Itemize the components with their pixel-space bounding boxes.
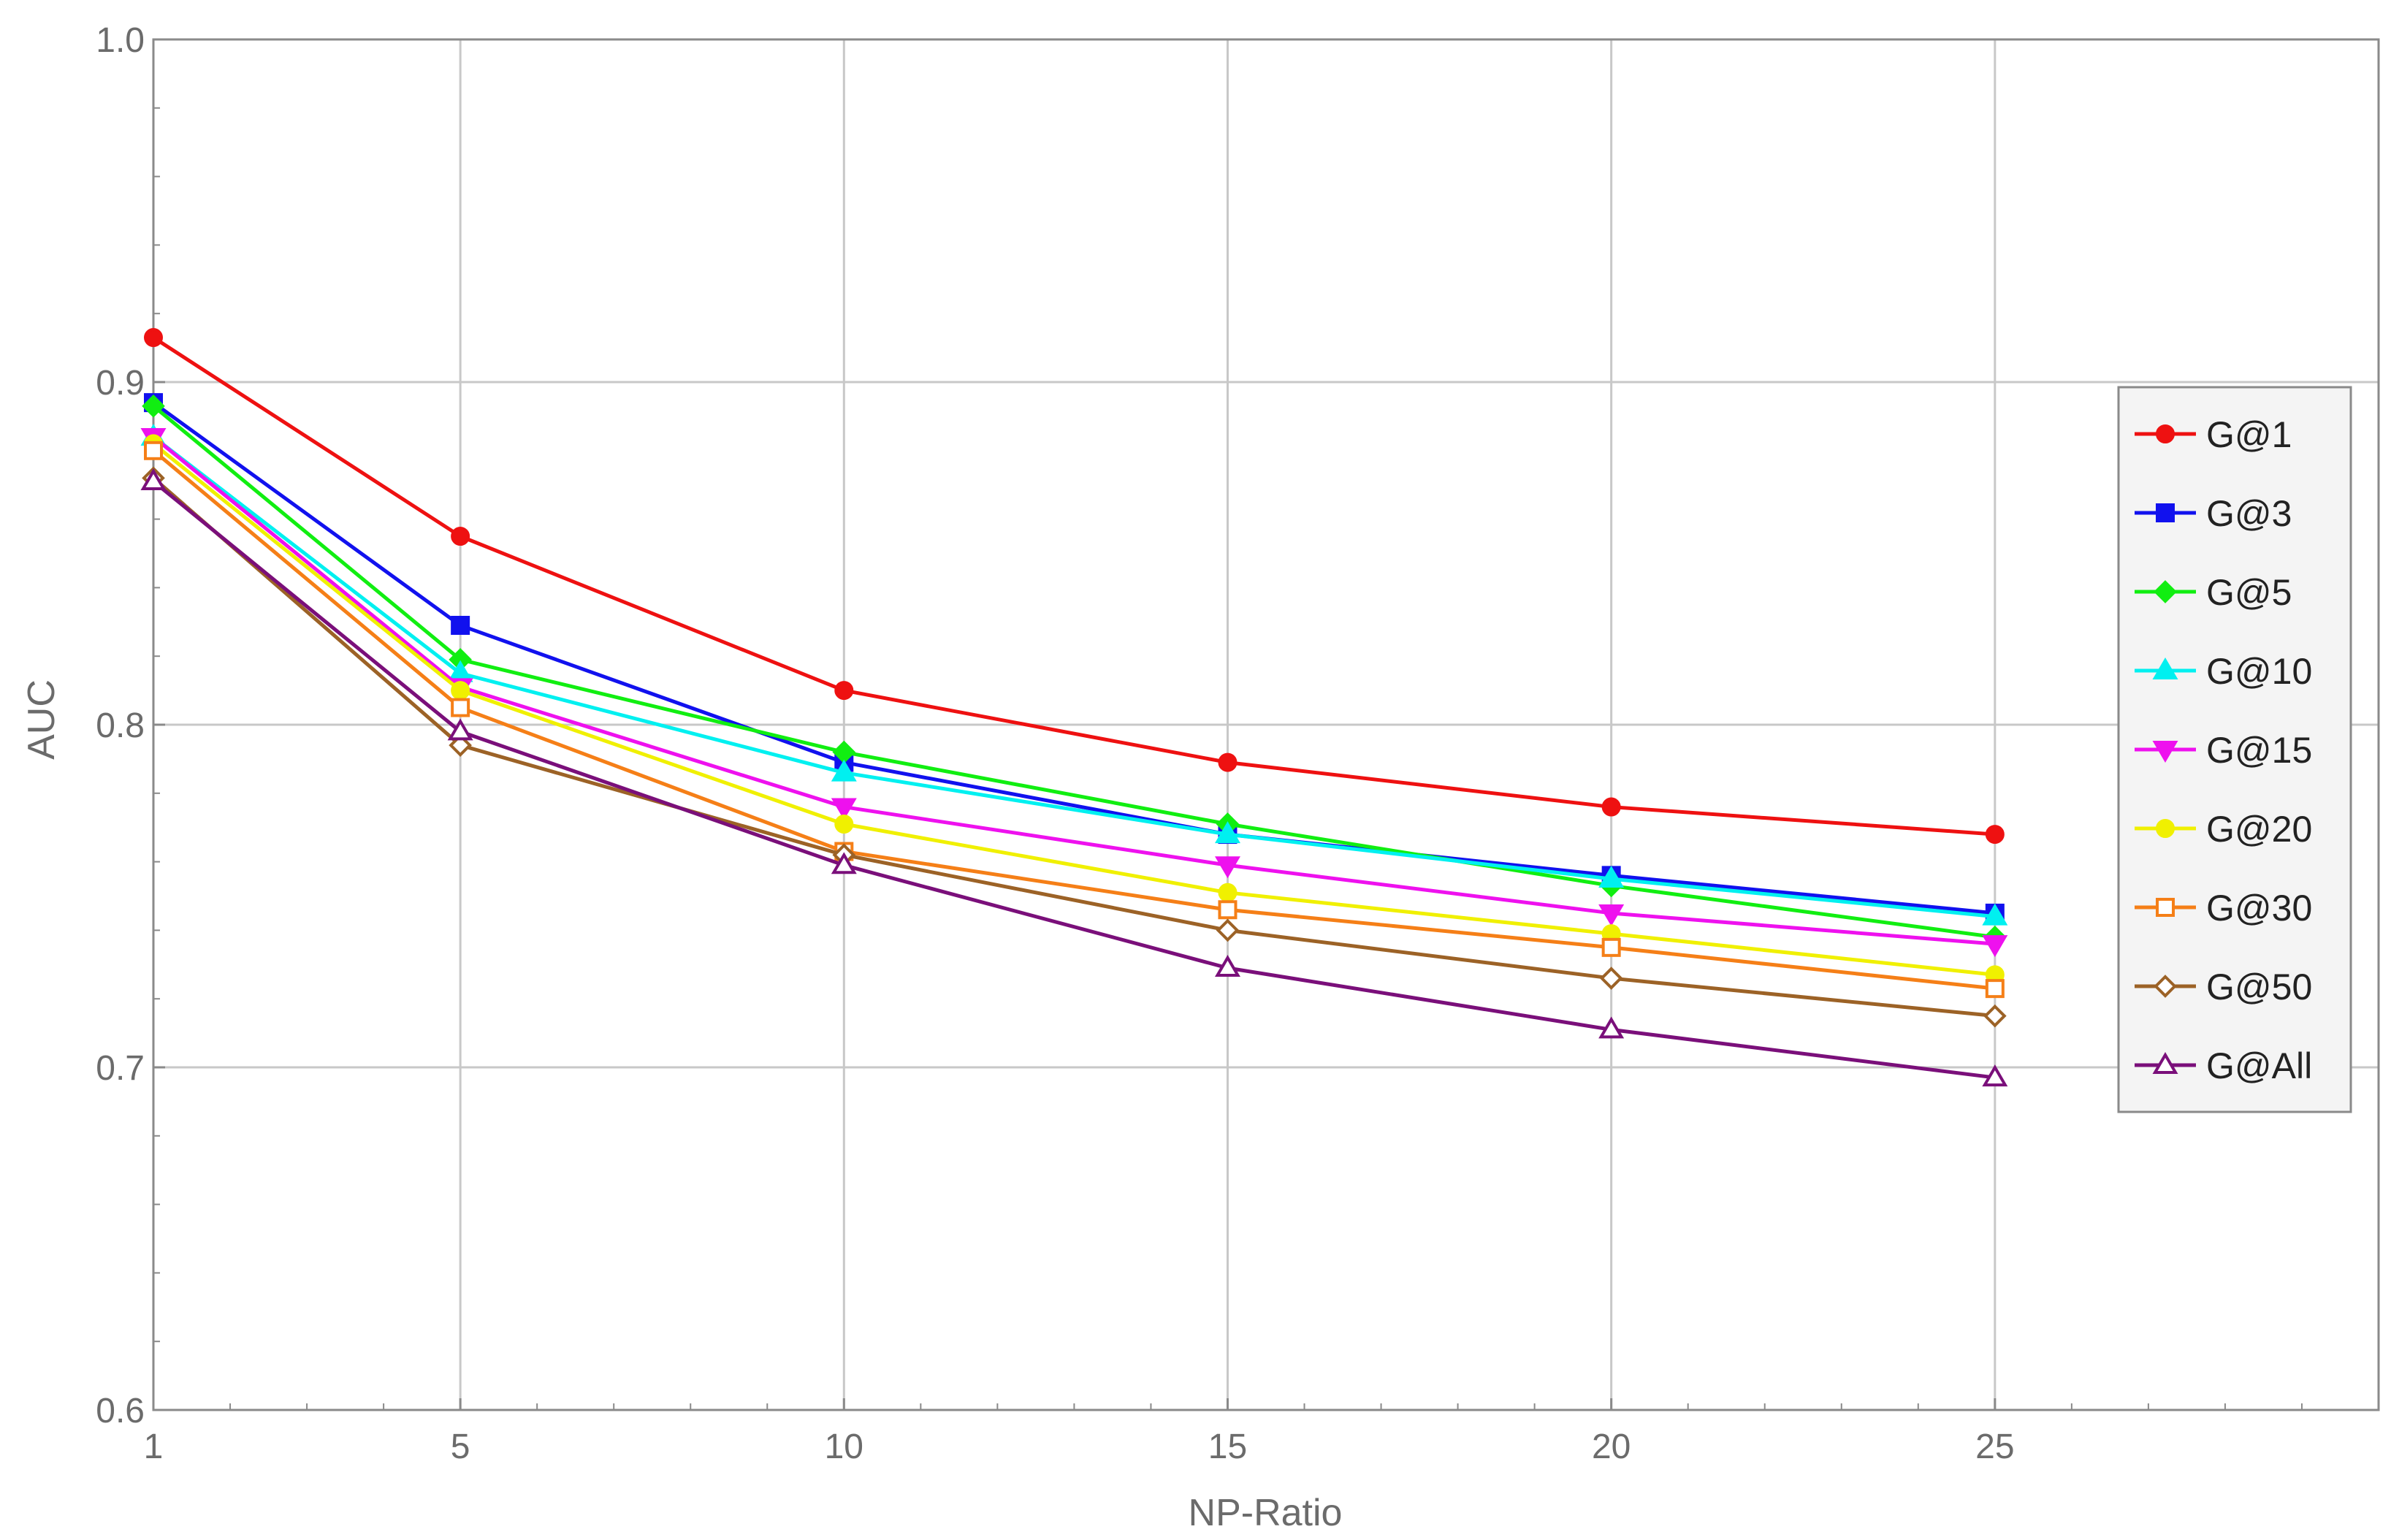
data-point (1982, 903, 2008, 926)
series-line (152, 435, 1996, 946)
legend-label: G@50 (2206, 967, 2312, 1007)
series-line (152, 449, 1996, 991)
legend-item: G@20 (2135, 809, 2312, 850)
legend-item: G@5 (2135, 572, 2292, 613)
data-point (1218, 752, 1238, 772)
series-line (152, 401, 1996, 915)
data-point (1601, 797, 1621, 817)
legend-swatch-marker (2156, 898, 2175, 917)
data-point (834, 681, 854, 701)
data-point (1983, 1004, 2007, 1028)
data-point (451, 681, 470, 701)
y-tick-label: 1.0 (96, 21, 145, 60)
y-tick-label: 0.9 (96, 364, 145, 403)
x-tick-label: 15 (1208, 1427, 1247, 1466)
legend-swatch-marker (2156, 424, 2175, 443)
data-point (1601, 937, 1621, 957)
data-point (1598, 1016, 1625, 1039)
data-point (451, 698, 470, 717)
series-line (152, 476, 1996, 1018)
data-point (1985, 979, 2005, 999)
legend-swatch-marker (2152, 657, 2178, 679)
series-g-1 (144, 328, 2005, 845)
series-line (152, 404, 1996, 939)
legend-swatch-marker (2156, 503, 2175, 522)
series-line (152, 442, 1996, 977)
data-point (1982, 935, 2008, 958)
legend-item: G@3 (2135, 493, 2292, 534)
legend-label: G@15 (2206, 730, 2312, 771)
legend-label: G@1 (2206, 414, 2292, 455)
legend-item: G@30 (2135, 888, 2312, 929)
data-point (1982, 1064, 2008, 1087)
data-point (451, 615, 470, 635)
series-g-all (140, 468, 2008, 1087)
data-point (1598, 866, 1625, 888)
x-tick-label: 20 (1592, 1427, 1631, 1466)
legend-swatch-marker (2154, 580, 2177, 603)
data-point (834, 815, 854, 834)
data-point (831, 759, 857, 782)
data-point (831, 798, 857, 820)
data-point (1215, 955, 1240, 977)
legend-label: G@30 (2206, 888, 2312, 929)
data-point (1215, 856, 1240, 879)
data-point (144, 328, 163, 348)
x-axis-label: NP-Ratio (1189, 1492, 1343, 1534)
data-point (1218, 900, 1238, 920)
data-point (144, 441, 163, 460)
data-point (831, 852, 857, 874)
x-tick-label: 1 (144, 1427, 164, 1466)
y-axis-ticks: 0.6 0.7 0.8 0.9 1.0 (96, 21, 165, 1430)
legend-swatch-marker (2154, 975, 2177, 998)
x-tick-label: 25 (1975, 1427, 2014, 1466)
legend-swatch-marker (2156, 819, 2175, 838)
data-point (1985, 825, 2005, 845)
legend: G@1 G@3 G@5 G@10 G@15 G@20 G@30 G@50 G@All (2117, 386, 2352, 1113)
legend-label: G@3 (2206, 493, 2292, 534)
data-point (140, 468, 167, 491)
data-point (451, 527, 470, 546)
data-point (1216, 918, 1240, 942)
data-point (447, 718, 473, 741)
series-line (152, 480, 1996, 1080)
data-point (1598, 904, 1625, 926)
legend-label: G@5 (2206, 572, 2292, 613)
y-tick-label: 0.6 (96, 1392, 145, 1430)
grid-lines (153, 39, 2379, 1410)
series-layer (140, 328, 2008, 1087)
y-axis-label: AUC (20, 679, 63, 760)
series-line (152, 435, 1996, 919)
legend-item: G@All (2135, 1045, 2312, 1086)
data-point (142, 394, 165, 418)
y-tick-label: 0.8 (96, 706, 145, 745)
x-tick-label: 10 (825, 1427, 863, 1466)
x-axis-ticks: 1 5 10 15 20 25 (144, 1398, 2015, 1466)
data-point (449, 733, 472, 757)
legend-label: G@20 (2206, 809, 2312, 850)
data-point (1218, 883, 1238, 902)
data-point (1215, 821, 1240, 844)
legend-item: G@50 (2135, 967, 2312, 1007)
y-tick-label: 0.7 (96, 1049, 145, 1088)
series-line (152, 335, 1996, 836)
legend-swatch-marker (2152, 741, 2178, 763)
legend-label: G@All (2206, 1045, 2312, 1086)
data-point (1599, 967, 1623, 990)
legend-item: G@15 (2135, 730, 2312, 771)
x-tick-label: 5 (451, 1427, 470, 1466)
legend-label: G@10 (2206, 651, 2312, 692)
legend-swatch-marker (2152, 1052, 2178, 1074)
legend-item: G@10 (2135, 651, 2312, 692)
legend-item: G@1 (2135, 414, 2292, 455)
